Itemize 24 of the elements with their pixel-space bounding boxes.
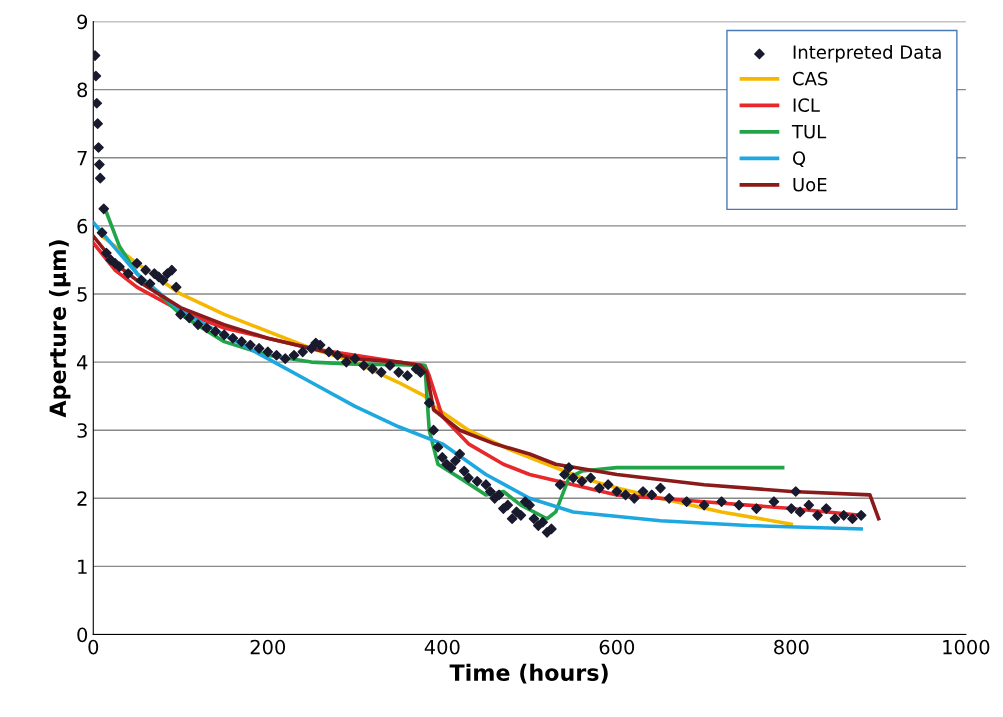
y-tick-label: 2 [77,491,87,506]
x-tick-label: 400 [424,639,460,655]
y-tick-label: 1 [78,559,87,574]
legend-label: TUL [791,125,827,139]
y-tick-label: 3 [77,423,87,438]
legend-label: UoE [793,178,827,192]
y-tick-label: 8 [77,82,88,98]
legend-label: Interpreted Data [793,44,941,63]
x-tick-label: 600 [599,639,635,655]
y-axis-title: Aperture (µm) [48,240,71,418]
x-tick-label: 200 [250,639,286,655]
y-tick-label: 5 [77,287,87,302]
x-axis-title: Time (hours) [449,663,608,684]
y-tick-label: 4 [77,355,88,370]
x-tick-label: 800 [774,639,809,655]
x-tick-label: 0 [88,639,99,655]
y-tick-label: 9 [77,14,88,30]
legend-label: CAS [792,71,828,86]
y-tick-label: 6 [77,218,88,234]
legend-label: ICL [793,98,820,112]
y-tick-label: 0 [77,627,88,643]
x-tick-label: 1000 [943,639,990,655]
y-tick-label: 7 [77,150,87,166]
legend-label: Q [792,151,806,168]
